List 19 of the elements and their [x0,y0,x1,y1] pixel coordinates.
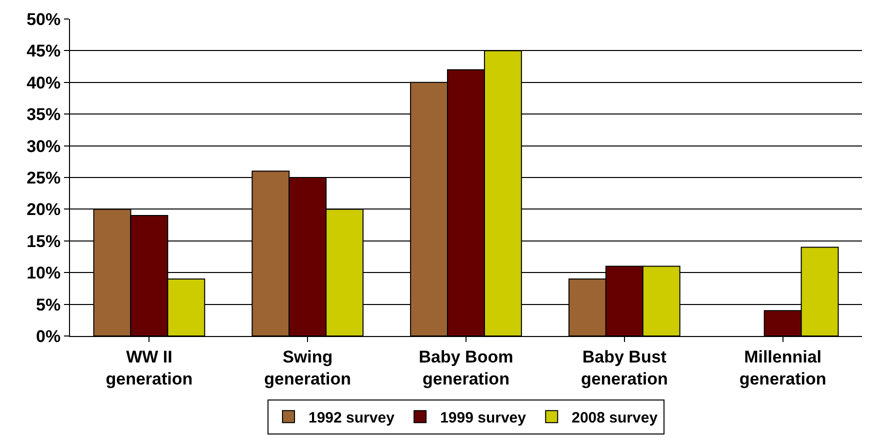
x-tick-label: Millennial generation [739,347,826,388]
y-tick-label: 5% [36,295,61,314]
y-tick-label: 45% [26,42,61,61]
y-tick-label: 20% [26,200,61,220]
legend-label: 1999 survey [440,410,527,426]
y-tick-label: 35% [26,105,61,124]
x-tick-label: WW II generation [106,347,193,388]
y-tick-label: 15% [26,232,61,251]
y-tick-label: 40% [26,73,61,92]
x-tick-label: Baby Bust generation [580,347,668,388]
legend-label: 1992 survey [308,410,396,426]
x-tick-label: Baby Boom generation [418,347,514,388]
y-tick-label: 50% [26,10,61,29]
y-tick-label: 10% [26,264,61,283]
y-tick-label: 30% [26,136,61,156]
legend-label: 2008 survey [572,410,658,426]
x-tick-label: Swing generation [264,347,352,388]
y-tick-label: 0% [36,326,61,346]
y-tick-label: 25% [26,168,61,188]
